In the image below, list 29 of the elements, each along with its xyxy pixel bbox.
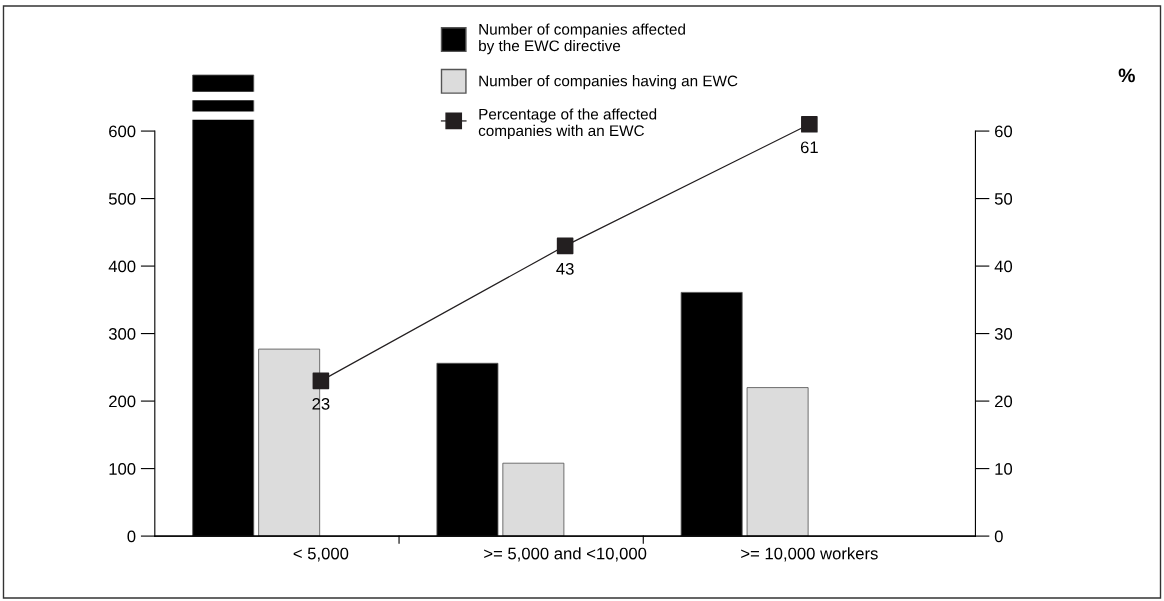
point: [312, 372, 330, 390]
text: %: [1118, 68, 1135, 83]
x-tick-label: >= 10,000 workers: [741, 547, 878, 562]
y-tick-label: 400: [108, 260, 136, 273]
y2-tick-label: 60: [995, 125, 1013, 138]
y-tick-label: 500: [108, 192, 136, 205]
data-label: 43: [556, 262, 574, 275]
legend-label: Percentage of the affected companies with an EWC: [478, 108, 657, 140]
y2-tick-label: 40: [994, 260, 1013, 273]
y-tick-label: 600: [109, 125, 136, 138]
y-tick-label: 100: [109, 462, 136, 475]
y-tick-label: 200: [109, 395, 136, 408]
data-label: 23: [312, 397, 330, 410]
y-tick-label: 300: [108, 327, 136, 340]
legend-label: Number of companies having an EWC: [479, 75, 738, 90]
y2-tick-label: 50: [994, 192, 1013, 205]
bar: [502, 462, 565, 537]
y2-tick-label: 0: [994, 530, 1003, 543]
point: [556, 237, 574, 255]
y2-tick-label: 10: [995, 462, 1013, 475]
y-tick-label: 0: [127, 530, 136, 543]
legend-label: Number of companies affected by the EWC directive: [479, 23, 685, 55]
data-label: 61: [800, 141, 818, 154]
y2-tick-label: 20: [995, 395, 1013, 408]
x-tick-label: >= 5,000 and <10,000: [484, 547, 647, 562]
x-tick-label: < 5,000: [293, 547, 349, 562]
point: [801, 116, 818, 133]
bar: [746, 387, 809, 537]
y2-tick-label: 30: [994, 327, 1013, 340]
